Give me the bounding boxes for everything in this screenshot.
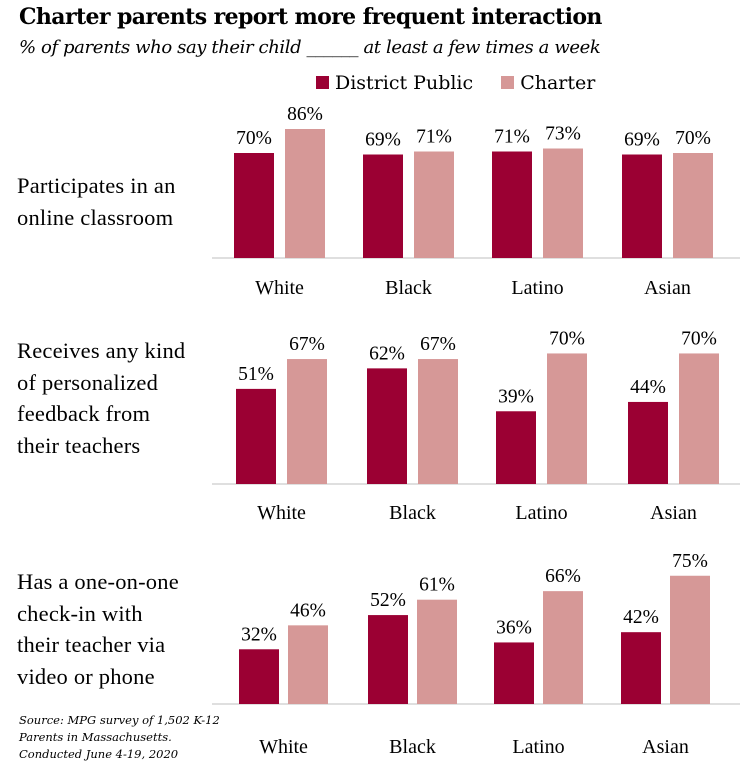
bar-district-white xyxy=(239,649,279,704)
data-label: 71% xyxy=(494,127,530,148)
data-label: 86% xyxy=(287,104,323,125)
panel-3-label-line: check-in with xyxy=(17,600,143,626)
data-label: 62% xyxy=(369,343,405,364)
category-label: Latino xyxy=(515,502,567,524)
category-label: Black xyxy=(389,502,436,524)
chart-title: Charter parents report more frequent int… xyxy=(19,4,602,30)
data-label: 71% xyxy=(416,127,452,148)
data-label: 36% xyxy=(496,617,532,638)
panel-1-label-line: online classroom xyxy=(17,204,174,230)
category-label: Black xyxy=(385,277,432,299)
bar-district-black xyxy=(368,615,408,704)
bar-district-white xyxy=(234,153,274,258)
legend-label-charter: Charter xyxy=(520,72,596,94)
category-label: Asian xyxy=(644,277,691,299)
panel-2-label-line: feedback from xyxy=(17,401,151,426)
legend: District Public Charter xyxy=(316,72,617,94)
chart-subtitle: % of parents who say their child ______ … xyxy=(19,37,601,58)
panel-1-label-line: Participates in an xyxy=(17,173,176,198)
panel-2-label-line: Receives any kind xyxy=(17,338,186,363)
data-label: 32% xyxy=(241,624,277,645)
bar-charter-white xyxy=(285,129,325,258)
bar-district-asian xyxy=(622,154,662,258)
data-label: 46% xyxy=(290,600,326,621)
source-note: Source: MPG survey of 1,502 K-12 Parents… xyxy=(19,712,220,763)
data-label: 67% xyxy=(289,334,325,355)
data-label: 39% xyxy=(498,386,534,407)
bar-charter-black xyxy=(414,151,454,258)
bar-district-black xyxy=(363,154,403,258)
panel-3-label-line: video or phone xyxy=(17,663,155,689)
data-label: 70% xyxy=(681,328,717,349)
category-label: White xyxy=(257,502,306,524)
data-label: 69% xyxy=(365,130,401,151)
category-label: White xyxy=(255,277,304,299)
bar-district-black xyxy=(367,368,407,484)
bar-charter-black xyxy=(417,599,457,704)
panel-3-label: Has a one-on-one check-in with their tea… xyxy=(17,566,179,692)
legend-swatch-charter xyxy=(501,76,515,89)
panel-2-label: Receives any kind of personalized feedba… xyxy=(17,335,185,461)
bar-charter-white xyxy=(287,359,327,484)
data-label: 73% xyxy=(545,124,581,145)
category-label: White xyxy=(259,736,308,758)
source-line: Conducted June 4-19, 2020 xyxy=(19,747,179,761)
data-label: 52% xyxy=(370,590,406,611)
legend-label-district: District Public xyxy=(335,72,474,94)
data-label: 69% xyxy=(624,130,660,151)
data-label: 67% xyxy=(420,334,456,355)
bar-district-asian xyxy=(628,401,668,484)
panel-3-label-line: their teacher via xyxy=(17,632,166,657)
category-label: Latino xyxy=(511,277,563,299)
category-label: Black xyxy=(389,736,436,758)
panel-1: 70% 86% White 69% 71% Black 71% 73% Latino 69% 70%… xyxy=(212,104,740,299)
data-label: 70% xyxy=(236,128,272,149)
panel-3: 32% 46% White 52% 61% Black 36% 66% Latino 42% 75%… xyxy=(212,551,740,758)
panel-3-label-line: Has a one-on-one xyxy=(17,569,179,594)
category-label: Asian xyxy=(650,502,697,524)
bar-district-white xyxy=(236,388,276,484)
bar-district-asian xyxy=(621,632,661,704)
bar-district-latino xyxy=(496,411,536,484)
bar-charter-white xyxy=(288,625,328,704)
bar-charter-latino xyxy=(543,591,583,704)
category-label: Asian xyxy=(642,736,689,758)
data-label: 44% xyxy=(630,377,666,398)
data-label: 51% xyxy=(238,364,274,385)
panel-1-label: Participates in an online classroom xyxy=(17,170,176,233)
data-label: 70% xyxy=(549,328,585,349)
source-line: Parents in Massachusetts. xyxy=(19,730,172,744)
bar-charter-latino xyxy=(547,353,587,484)
legend-swatch-district xyxy=(316,76,329,89)
data-label: 42% xyxy=(623,607,659,628)
data-label: 70% xyxy=(675,128,711,149)
source-line: Source: MPG survey of 1,502 K-12 xyxy=(19,713,220,727)
bar-district-latino xyxy=(494,642,534,704)
bar-charter-asian xyxy=(673,153,713,258)
bar-charter-asian xyxy=(679,353,719,484)
bar-district-latino xyxy=(492,151,532,258)
bar-charter-latino xyxy=(543,148,583,258)
panel-2-label-line: of personalized xyxy=(17,369,159,395)
legend-item-charter: Charter xyxy=(501,72,595,94)
data-label: 66% xyxy=(545,566,581,587)
bar-charter-black xyxy=(418,359,458,484)
bar-charter-asian xyxy=(670,575,710,704)
legend-item-district: District Public xyxy=(316,72,473,94)
panel-2: 51% 67% White 62% 67% Black 39% 70% Latino 44% 70%… xyxy=(212,328,740,524)
category-label: Latino xyxy=(512,736,564,758)
data-label: 75% xyxy=(672,551,708,572)
panel-2-label-line: their teachers xyxy=(17,432,141,458)
data-label: 61% xyxy=(419,575,455,596)
